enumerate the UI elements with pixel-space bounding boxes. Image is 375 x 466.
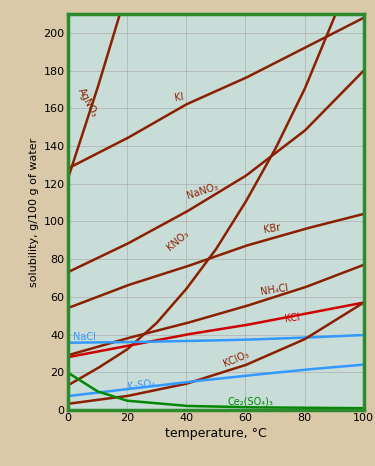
Text: KCl: KCl — [284, 312, 300, 323]
X-axis label: temperature, °C: temperature, °C — [165, 427, 267, 440]
Text: NaNO₃: NaNO₃ — [186, 182, 220, 201]
Text: KI: KI — [174, 91, 185, 103]
Text: KBr: KBr — [263, 223, 282, 235]
Text: AgNO₃: AgNO₃ — [76, 86, 100, 119]
Text: NaCl: NaCl — [74, 332, 96, 343]
Y-axis label: solubility, g/100 g of water: solubility, g/100 g of water — [29, 137, 39, 287]
Text: Ce₂(SO₄)₃: Ce₂(SO₄)₃ — [228, 397, 273, 407]
Text: KNO₃: KNO₃ — [165, 228, 191, 252]
Text: K₂SO₄: K₂SO₄ — [127, 379, 156, 392]
Text: KClO₃: KClO₃ — [222, 350, 250, 369]
Text: NH₄Cl: NH₄Cl — [260, 282, 290, 296]
